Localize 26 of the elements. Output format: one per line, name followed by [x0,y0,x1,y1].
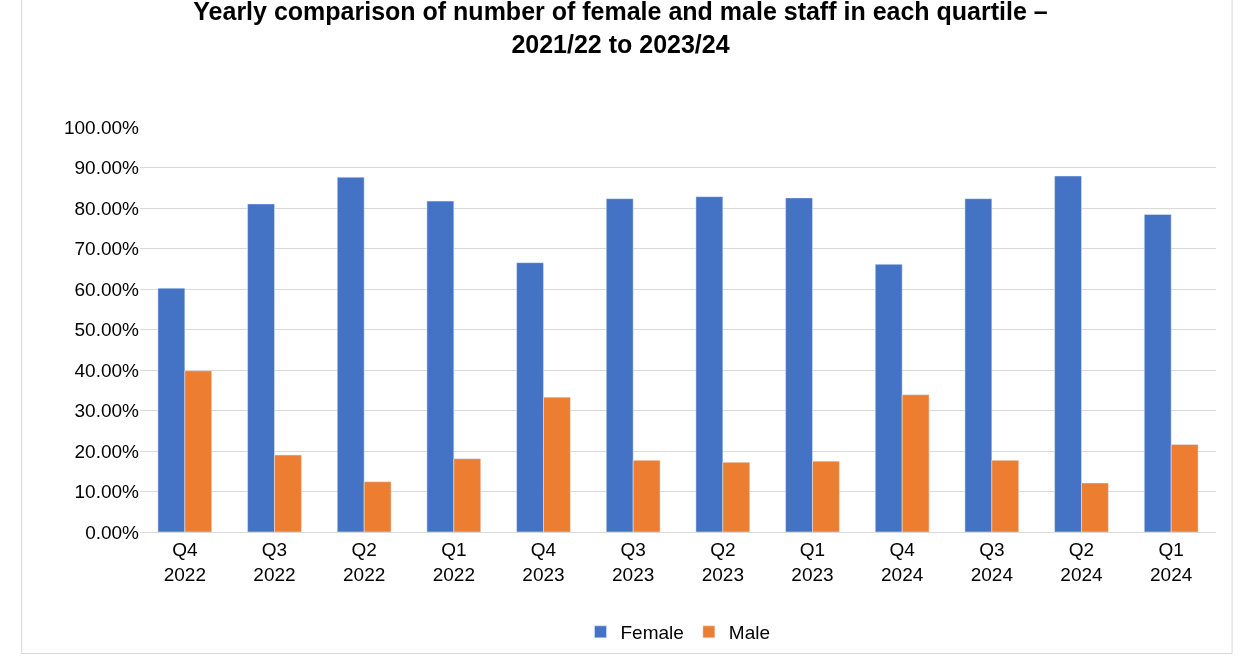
x-tick-label: Q2 2024 [1060,538,1104,585]
chart-title: Yearly comparison of number of female and male staff in each quartile – 2021/22 to 2023/24 [193,0,1048,58]
x-tick-label: Q2 2022 [343,538,386,585]
x-tick-label: Q1 2022 [432,538,475,585]
y-tick-label: 40.00% [74,359,140,381]
y-tick-label: 30.00% [74,400,140,422]
x-tick-label: Q3 2022 [253,538,296,585]
x-tick-label: Q4 2024 [881,538,924,585]
legend-label: Male [728,622,771,644]
x-tick-label: Q2 2023 [701,538,744,585]
y-tick-label: 60.00% [74,278,140,300]
x-tick-label: Q1 2024 [1150,538,1193,585]
y-tick-label: 10.00% [74,481,140,503]
x-tick-label: Q1 2023 [791,538,834,585]
y-tick-label: 0.00% [85,521,140,543]
legend-label: Female [620,622,684,644]
x-tick-label: Q3 2024 [970,538,1014,585]
x-tick-label: Q4 2022 [163,538,206,585]
y-tick-label: 90.00% [74,157,140,179]
y-tick-label: 50.00% [74,319,140,341]
x-tick-label: Q4 2023 [522,538,565,585]
y-tick-label: 80.00% [74,197,140,219]
y-tick-label: 20.00% [74,440,140,462]
y-tick-label: 100.00% [63,116,140,138]
x-tick-label: Q3 2023 [612,538,655,585]
y-tick-label: 70.00% [74,238,140,260]
